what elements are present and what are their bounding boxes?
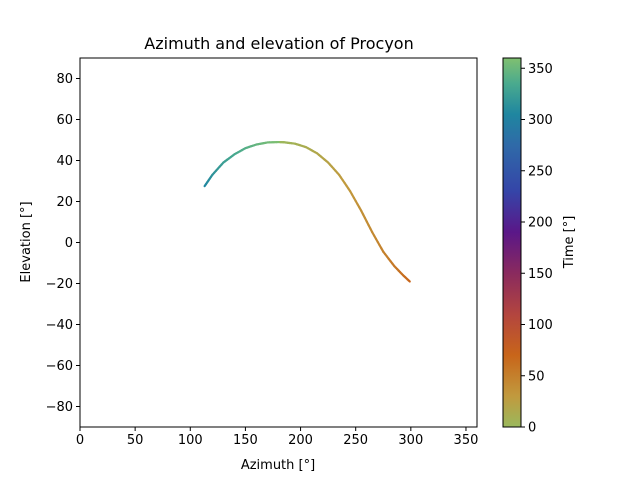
colorbar-tick-label: 350 — [528, 62, 553, 77]
colorbar-ticks: 0 50 100 150 200 250 300 350 — [521, 62, 553, 436]
y-tick-label: −20 — [46, 277, 73, 292]
colorbar-tick-label: 250 — [528, 164, 553, 179]
colorbar-tick-label: 50 — [528, 369, 545, 384]
y-axis-label: Elevation [°] — [19, 201, 34, 282]
x-tick-label: 100 — [178, 433, 203, 448]
y-tick-label: −60 — [46, 359, 73, 374]
y-tick-label: 0 — [65, 236, 73, 251]
colorbar-tick-label: 100 — [528, 318, 553, 333]
colorbar-tick-label: 200 — [528, 216, 553, 231]
y-tick-label: 40 — [56, 154, 73, 169]
y-tick-label: −40 — [46, 318, 73, 333]
colorbar: 0 50 100 150 200 250 300 350 Time [°] — [502, 57, 577, 436]
x-axis: 0 50 100 150 200 250 300 350 — [76, 427, 479, 448]
x-tick-label: 350 — [454, 433, 479, 448]
x-tick-label: 150 — [233, 433, 258, 448]
y-tick-label: −80 — [46, 400, 73, 415]
x-tick-label: 200 — [288, 433, 313, 448]
plot-area — [203, 140, 411, 283]
chart-title: Azimuth and elevation of Procyon — [144, 34, 413, 53]
colorbar-gradient — [502, 57, 522, 428]
curve-segment — [407, 279, 411, 283]
x-tick-label: 0 — [76, 433, 84, 448]
y-tick-label: 20 — [56, 195, 73, 210]
colorbar-tick-label: 150 — [528, 267, 553, 282]
y-tick-label: 80 — [56, 72, 73, 87]
x-axis-label: Azimuth [°] — [241, 458, 315, 473]
plot-frame — [79, 57, 478, 428]
x-tick-label: 300 — [398, 433, 423, 448]
x-tick-label: 50 — [127, 433, 144, 448]
y-tick-label: 60 — [56, 113, 73, 128]
y-axis: −80 −60 −40 −20 0 20 40 60 80 — [46, 72, 80, 415]
colorbar-label: Time [°] — [562, 216, 577, 270]
colorbar-tick-label: 300 — [528, 113, 553, 128]
colorbar-tick-label: 0 — [528, 421, 536, 436]
x-tick-label: 250 — [343, 433, 368, 448]
